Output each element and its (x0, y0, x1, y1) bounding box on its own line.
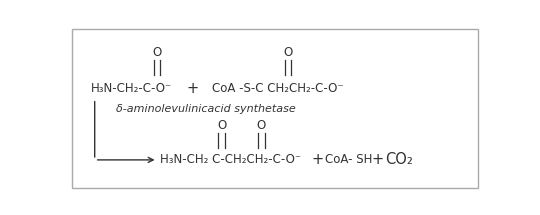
Text: H₃N-CH₂-C-O⁻: H₃N-CH₂-C-O⁻ (91, 82, 172, 95)
Text: O: O (256, 119, 266, 132)
Text: +: + (187, 81, 199, 96)
Text: CoA- SH: CoA- SH (325, 153, 372, 166)
Text: O: O (152, 46, 161, 59)
Text: δ-aminolevulinicacid synthetase: δ-aminolevulinicacid synthetase (116, 104, 295, 114)
Text: O: O (284, 46, 293, 59)
Text: CoA -S-C CH₂CH₂-C-O⁻: CoA -S-C CH₂CH₂-C-O⁻ (212, 82, 343, 95)
FancyBboxPatch shape (72, 29, 478, 188)
Text: +: + (372, 152, 384, 167)
Text: O: O (217, 119, 226, 132)
Text: H₃N-CH₂ C-CH₂CH₂-C-O⁻: H₃N-CH₂ C-CH₂CH₂-C-O⁻ (160, 153, 301, 166)
Text: +: + (312, 152, 324, 167)
Text: CO₂: CO₂ (386, 152, 414, 167)
